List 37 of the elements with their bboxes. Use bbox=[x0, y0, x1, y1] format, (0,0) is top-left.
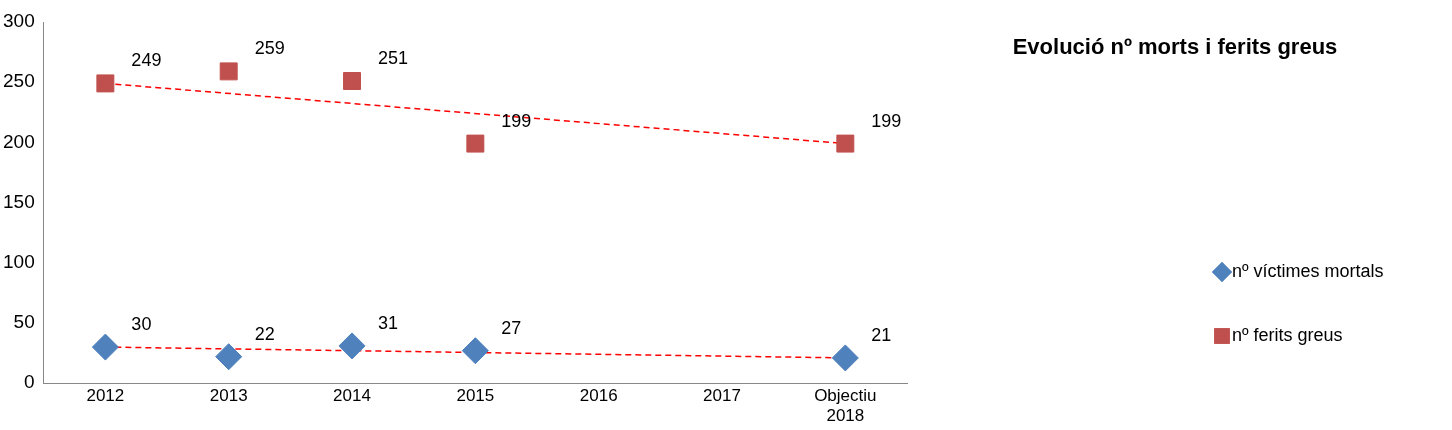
x-tick-label: 2014 bbox=[333, 386, 371, 406]
y-tick-label: 250 bbox=[3, 70, 35, 92]
y-tick-label: 100 bbox=[3, 251, 35, 273]
y-tick-label: 50 bbox=[13, 311, 35, 333]
y-tick-label: 150 bbox=[3, 190, 35, 212]
point bbox=[836, 134, 855, 153]
y-tick-label: 0 bbox=[24, 371, 35, 393]
y-tick-label: 300 bbox=[3, 10, 35, 32]
legend-label: nº víctimes mortals bbox=[1232, 260, 1384, 281]
data-label: 27 bbox=[501, 317, 522, 338]
data-label: 199 bbox=[501, 110, 532, 131]
point bbox=[338, 332, 366, 360]
data-label: 251 bbox=[378, 47, 409, 68]
point bbox=[466, 134, 485, 153]
x-tick-label: Objectiu 2018 bbox=[814, 386, 877, 426]
data-label: 31 bbox=[378, 312, 399, 333]
point bbox=[215, 343, 243, 371]
x-tick-label: 2017 bbox=[703, 386, 741, 406]
legend-label: nº ferits greus bbox=[1232, 324, 1343, 345]
point bbox=[219, 62, 238, 81]
data-label: 22 bbox=[254, 323, 275, 344]
x-tick-label: 2013 bbox=[209, 386, 248, 406]
x-tick-label: 2015 bbox=[456, 386, 495, 406]
point bbox=[91, 333, 119, 361]
x-tick-label: 2012 bbox=[86, 386, 125, 406]
text: Evolució nº morts i ferits greus bbox=[1012, 34, 1338, 60]
point bbox=[96, 74, 115, 93]
data-label: 21 bbox=[871, 324, 892, 345]
data-label: 199 bbox=[871, 110, 902, 131]
point bbox=[461, 337, 489, 365]
data-label: 30 bbox=[131, 314, 152, 335]
data-label: 249 bbox=[131, 50, 162, 71]
point bbox=[343, 72, 362, 90]
y-tick-label: 200 bbox=[3, 130, 35, 152]
data-label: 259 bbox=[254, 38, 285, 59]
point bbox=[831, 344, 859, 372]
x-tick-label: 2016 bbox=[579, 386, 618, 406]
